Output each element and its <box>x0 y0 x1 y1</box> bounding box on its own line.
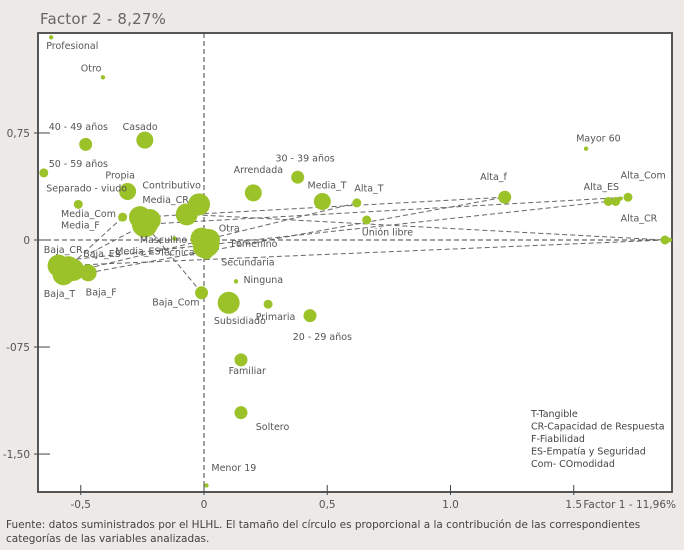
dashed-link <box>68 216 123 268</box>
bubble-casado <box>136 131 154 149</box>
abbreviation-legend: T-Tangible CR-Capacidad de RespuestaF-Fia… <box>530 409 665 470</box>
x-axis-label: Factor 1 - 11,96% <box>583 499 676 511</box>
point-label: Baja_ES <box>83 249 121 260</box>
bubble-baja-f <box>79 264 97 282</box>
dashed-link <box>68 200 609 261</box>
legend-note: CR-Capacidad de Respuesta <box>531 422 665 433</box>
dashed-link <box>144 196 629 225</box>
bubble-arrendada <box>244 184 262 202</box>
dashed-link <box>88 196 505 274</box>
point-label: Secundaria <box>221 258 274 269</box>
bubble-mayor-60 <box>583 146 589 151</box>
point-label: Ninguna <box>243 275 283 286</box>
x-tick-label: 1.0 <box>442 499 459 511</box>
bubble-subsidiado <box>217 291 240 314</box>
bubble-uni-n-libre <box>362 215 372 225</box>
legend-note: T-Tangible <box>530 409 578 420</box>
figure-caption: Fuente: datos suministrados por el HLHL.… <box>6 519 641 545</box>
bubble-menor-19 <box>204 483 209 488</box>
legend-note: ES-Empatía y Seguridad <box>531 447 646 458</box>
point-label: Separado - viudo <box>46 183 127 194</box>
bubble-soltero <box>234 406 248 420</box>
point-label: Alta_Com <box>621 171 666 182</box>
point-label: Soltero <box>256 422 290 433</box>
scatter-chart: Profesional Otro 40 - 49 años Casado 50 - 59… <box>3 32 676 511</box>
point-label: Femenino <box>231 239 278 250</box>
bubble-ninguna <box>233 279 239 284</box>
bubble-profesional <box>48 35 54 40</box>
point-label: 30 - 39 años <box>275 154 334 165</box>
bubble-media-es <box>172 236 177 241</box>
y-tick-label: -1,50 <box>3 449 30 461</box>
point-label: Subsidiado <box>214 316 266 327</box>
y-tick-label: 0 <box>23 235 30 247</box>
bubble-50-59-a-os <box>39 168 49 178</box>
bubble <box>611 196 621 206</box>
point-label: Baja_F <box>86 288 117 299</box>
bubble-alta-es <box>603 196 613 206</box>
bubble-alta-cr <box>660 235 670 245</box>
point-label: Alta_CR <box>621 213 658 224</box>
point-label: Familiar <box>229 366 266 377</box>
bubble-otro <box>100 75 106 80</box>
bubble <box>618 196 623 201</box>
x-tick-label: 1.5 <box>565 499 582 511</box>
x-tick-label: -0,5 <box>71 499 92 511</box>
point-label: Alta_f <box>480 172 507 183</box>
point-label: Primaria <box>256 312 296 323</box>
point-label: Otro <box>81 64 102 75</box>
point-label: Casado <box>123 122 158 133</box>
bubble-media-t <box>313 192 331 210</box>
bubble-media-com <box>118 212 128 222</box>
point-label: Contributivo <box>142 181 201 192</box>
bubble-alta-f <box>498 190 512 204</box>
dashed-link <box>61 239 665 267</box>
bubble-secundaria <box>199 246 213 260</box>
bubble-familiar <box>234 353 248 367</box>
bubble-primaria <box>263 299 273 309</box>
point-label: Media_T <box>308 181 347 192</box>
bubble-media-cr <box>175 203 198 226</box>
legend-note: Com- COmodidad <box>531 459 615 470</box>
point-label: Técnica <box>159 248 195 259</box>
chart-title: Factor 2 - 8,27% <box>40 10 167 28</box>
bubble-propia <box>119 182 137 200</box>
bubble-alta-com <box>623 192 633 202</box>
bubble-30-39-a-os <box>291 170 305 184</box>
point-label: Alta_T <box>354 183 383 194</box>
point-label: Profesional <box>46 41 98 52</box>
bubble-baja-com <box>195 286 209 300</box>
point-label: Menor 19 <box>211 463 256 474</box>
bubble-40-49-a-os <box>79 137 93 151</box>
point-label: Masculino <box>140 235 188 246</box>
point-label: Media_ES <box>115 246 160 257</box>
x-tick-label: 0,5 <box>319 499 336 511</box>
point-label: 50 - 59 años <box>49 159 108 170</box>
point-label: Propia <box>105 171 135 182</box>
legend-note: F-Fiabilidad <box>531 434 585 445</box>
point-label: Unión libre <box>362 228 413 239</box>
bubble-separado-viudo <box>73 199 83 209</box>
point-label: Mayor 60 <box>576 134 620 145</box>
bubble-masculino <box>131 211 158 238</box>
point-label: Media_F <box>61 221 100 232</box>
point-label: Arrendada <box>234 165 284 176</box>
point-label: Media_CR <box>142 195 189 206</box>
point-label: Baja_CR <box>44 245 83 256</box>
point-label: 20 - 29 años <box>293 332 352 343</box>
point-label: Alta_ES <box>584 182 619 193</box>
point-label: Baja_T <box>44 289 76 300</box>
x-tick-label: 0 <box>201 499 208 511</box>
bubble-alta-t <box>352 198 362 208</box>
point-label: Baja_Com <box>152 298 199 309</box>
y-tick-label: -075 <box>6 342 30 354</box>
point-label: Otra <box>219 223 240 234</box>
bubble-baja-t <box>52 263 75 286</box>
dashed-link <box>144 223 202 294</box>
point-label: 40 - 49 años <box>49 122 108 133</box>
bubble-20-29-a-os <box>303 309 317 323</box>
y-tick-label: 0,75 <box>7 128 30 140</box>
point-label: Media_Com <box>61 209 116 220</box>
